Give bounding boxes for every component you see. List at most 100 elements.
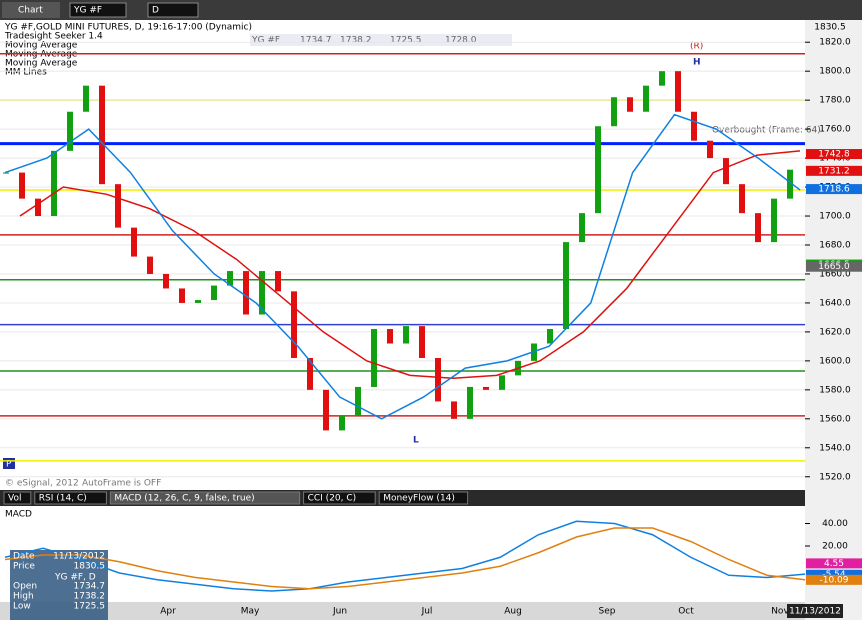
candle xyxy=(547,329,553,344)
legend-line: Moving Average xyxy=(5,59,78,69)
date-label: 11/13/2012 xyxy=(789,607,841,617)
y-tick-label: 1540.0 xyxy=(819,443,851,453)
indicator-tab[interactable] xyxy=(303,491,376,505)
month-label: Sep xyxy=(599,607,616,617)
candle xyxy=(355,386,361,416)
legend-line: Tradesight Seeker 1.4 xyxy=(4,32,103,42)
candle xyxy=(243,271,249,315)
candle xyxy=(163,273,169,289)
candle xyxy=(387,329,393,344)
annotation: AutoFrame is OFF xyxy=(82,479,161,489)
y-tick-label: 1780.0 xyxy=(819,96,851,106)
candle xyxy=(403,326,409,344)
dw-value: 1734.7 xyxy=(74,582,106,592)
macd-marker xyxy=(806,569,862,580)
legend-line: Moving Average xyxy=(5,41,78,51)
candle xyxy=(19,172,25,199)
month-label: Jun xyxy=(332,607,347,617)
candle xyxy=(323,389,329,431)
candle xyxy=(467,386,473,419)
candle xyxy=(179,288,185,303)
candle xyxy=(131,227,137,257)
y-tick-label: 1620.0 xyxy=(819,327,851,337)
candle xyxy=(595,126,601,214)
tab-label: Chart xyxy=(18,6,43,16)
candle xyxy=(83,85,89,112)
macd-marker xyxy=(806,558,862,569)
candle xyxy=(147,256,153,274)
data-window xyxy=(10,550,108,620)
dw-key: High xyxy=(13,592,34,602)
dw-value: 11/13/2012 xyxy=(53,552,105,562)
y-tick-label: 20.00 xyxy=(822,542,848,552)
candle xyxy=(99,85,105,185)
price-marker-label: 1742.8 xyxy=(818,150,850,160)
annotation: L xyxy=(413,436,419,446)
candle xyxy=(755,213,761,243)
candle xyxy=(419,326,425,358)
dw-value: 1738.2 xyxy=(74,592,106,602)
price-marker-label: 1731.2 xyxy=(818,166,850,176)
candle xyxy=(707,140,713,159)
chart-tab[interactable] xyxy=(2,2,60,18)
annotation: P xyxy=(6,460,12,470)
dw-value: 1725.5 xyxy=(74,602,106,612)
y-tick-label: 1660.0 xyxy=(819,269,851,279)
indicator-tab[interactable] xyxy=(34,491,107,505)
quote-bar xyxy=(250,34,512,46)
candle xyxy=(195,300,201,303)
y-tick-label: 1560.0 xyxy=(819,414,851,424)
candle xyxy=(291,291,297,358)
dw-value: 1830.5 xyxy=(74,562,106,572)
y-tick-label: 1580.0 xyxy=(819,385,851,395)
y-tick-label: 1760.0 xyxy=(819,125,851,135)
y-tick-label: 40.00 xyxy=(822,519,848,529)
candle xyxy=(51,150,57,217)
price-marker xyxy=(806,261,862,272)
y-tick-label: 1820.0 xyxy=(819,38,851,48)
quote-symbol: YG #F xyxy=(251,36,280,46)
candle xyxy=(787,169,793,199)
y-tick-label: 1640.0 xyxy=(819,298,851,308)
price-marker xyxy=(806,184,862,195)
toolbar xyxy=(0,0,862,20)
y-tick-label: 1800.0 xyxy=(819,67,851,77)
candle xyxy=(211,285,217,301)
legend-line: YG #F,GOLD MINI FUTURES, D, 19:16-17:00 … xyxy=(4,23,252,33)
candle xyxy=(739,184,745,214)
price-marker-label: 1665.0 xyxy=(818,262,850,272)
annotation: © eSignal, 2012 xyxy=(5,479,79,489)
month-label: Jul xyxy=(421,607,433,617)
price-axis xyxy=(805,20,862,620)
interval-box[interactable] xyxy=(147,2,199,18)
month-label: Aug xyxy=(504,607,522,617)
tab-label: RSI (14, C) xyxy=(39,494,87,504)
dw-key: Open xyxy=(13,582,37,592)
indicator-tab[interactable] xyxy=(3,491,32,505)
interval: D xyxy=(152,6,159,16)
line xyxy=(4,113,801,420)
tab-label: MACD (12, 26, C, 9, false, true) xyxy=(114,494,254,504)
axis-top: 1830.5 xyxy=(814,23,846,33)
tab-label: MoneyFlow (14) xyxy=(383,494,455,504)
tab-label: CCI (20, C) xyxy=(308,494,357,504)
indicator-tab[interactable] xyxy=(378,491,469,505)
quote-low: 1725.5 xyxy=(390,36,422,46)
y-tick-label: 1600.0 xyxy=(819,356,851,366)
candle xyxy=(339,415,345,431)
symbol-box[interactable] xyxy=(69,2,127,18)
price-pane xyxy=(0,20,805,490)
tab-label: Vol xyxy=(8,494,21,504)
indicator-tab[interactable] xyxy=(109,491,301,505)
candle xyxy=(627,97,633,112)
candle xyxy=(563,242,569,330)
month-label: Apr xyxy=(160,607,176,617)
candle xyxy=(275,271,281,292)
candle xyxy=(659,71,665,86)
candle xyxy=(691,111,697,141)
quote-open: 1734.7 xyxy=(300,36,332,46)
month-label: Nov xyxy=(771,607,789,617)
line xyxy=(4,520,806,592)
candle xyxy=(451,401,457,419)
